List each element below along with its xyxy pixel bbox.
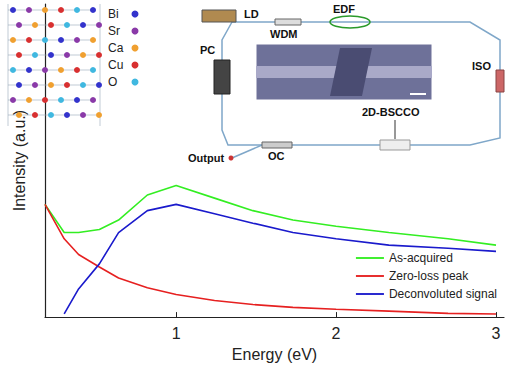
svg-text:As-acquired: As-acquired: [389, 251, 453, 265]
svg-text:3: 3: [492, 325, 501, 342]
svg-text:1: 1: [172, 325, 181, 342]
svg-text:Deconvoluted signal: Deconvoluted signal: [389, 287, 497, 301]
svg-text:2: 2: [332, 325, 341, 342]
svg-text:Energy (eV): Energy (eV): [232, 346, 317, 363]
svg-text:Output: Output: [188, 152, 224, 164]
svg-text:LD: LD: [244, 8, 259, 20]
svg-text:Cu: Cu: [108, 58, 123, 72]
svg-text:OC: OC: [268, 150, 285, 162]
svg-text:Bi: Bi: [108, 7, 119, 21]
svg-text:Sr: Sr: [108, 24, 120, 38]
svg-text:WDM: WDM: [270, 28, 298, 40]
svg-text:O: O: [108, 75, 117, 89]
svg-text:Ca: Ca: [108, 41, 124, 55]
svg-text:ISO: ISO: [472, 60, 491, 72]
svg-text:2D-BSCCO: 2D-BSCCO: [362, 106, 420, 118]
svg-text:Zero-loss peak: Zero-loss peak: [389, 269, 469, 283]
svg-text:EDF: EDF: [333, 3, 355, 15]
svg-text:Intensity (a.u.): Intensity (a.u.): [11, 110, 28, 211]
svg-text:PC: PC: [200, 44, 215, 56]
